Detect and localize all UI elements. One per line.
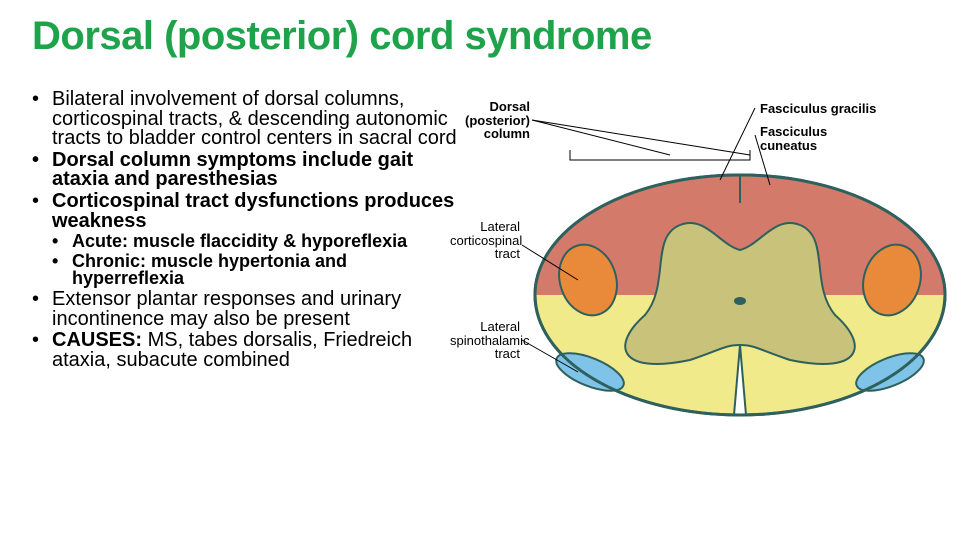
bullet-2: Dorsal column symptoms include gait atax… <box>32 151 462 190</box>
label-lateral-spinothalamic: Lateralspinothalamictract <box>450 320 520 361</box>
bullet-5: CAUSES: MS, tabes dorsalis, Friedreich a… <box>32 331 462 370</box>
page-title: Dorsal (posterior) cord syndrome <box>32 14 652 59</box>
bullet-3: Corticospinal tract dysfunctions produce… <box>32 192 462 288</box>
bullet-3a: Acute: muscle flaccidity & hyporeflexia <box>52 233 462 251</box>
label-dorsal-column: Dorsal(posterior)column <box>460 100 530 141</box>
bullet-3-text: Corticospinal tract dysfunctions produce… <box>52 190 454 232</box>
label-fasciculus-gracilis: Fasciculus gracilis <box>760 102 876 116</box>
label-lateral-corticospinal: Lateralcorticospinaltract <box>450 220 520 261</box>
bullet-4: Extensor plantar responses and urinary i… <box>32 290 462 329</box>
spinal-cord-diagram: Dorsal(posterior)column Fasciculus graci… <box>450 90 960 450</box>
bullet-3b: Chronic: muscle hypertonia and hyperrefl… <box>52 253 462 288</box>
label-fasciculus-cuneatus: Fasciculuscuneatus <box>760 125 827 152</box>
bullet-1: Bilateral involvement of dorsal columns,… <box>32 90 462 149</box>
bullet-column: Bilateral involvement of dorsal columns,… <box>32 90 462 372</box>
